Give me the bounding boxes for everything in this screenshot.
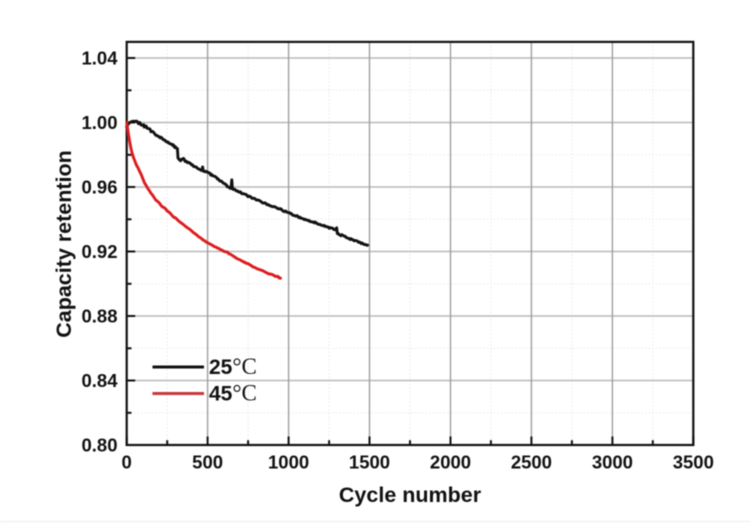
svg-text:0: 0 [122, 452, 132, 473]
svg-text:1500: 1500 [349, 452, 390, 473]
svg-text:0.84: 0.84 [81, 370, 118, 391]
svg-text:Cycle number: Cycle number [339, 483, 482, 507]
svg-text:1000: 1000 [268, 452, 309, 473]
svg-text:500: 500 [192, 452, 223, 473]
svg-text:0.80: 0.80 [81, 435, 117, 456]
svg-text:0.92: 0.92 [81, 241, 117, 262]
svg-text:45°C: 45°C [209, 381, 257, 406]
svg-text:2000: 2000 [430, 452, 471, 473]
svg-text:0.96: 0.96 [81, 177, 117, 198]
svg-text:25°C: 25°C [209, 354, 257, 379]
svg-text:Capacity retention: Capacity retention [52, 150, 76, 338]
svg-text:3500: 3500 [673, 452, 714, 473]
svg-text:1.00: 1.00 [81, 112, 117, 133]
svg-text:0.88: 0.88 [81, 306, 117, 327]
svg-text:3000: 3000 [592, 452, 633, 473]
svg-text:2500: 2500 [511, 452, 552, 473]
svg-text:1.04: 1.04 [81, 48, 118, 69]
